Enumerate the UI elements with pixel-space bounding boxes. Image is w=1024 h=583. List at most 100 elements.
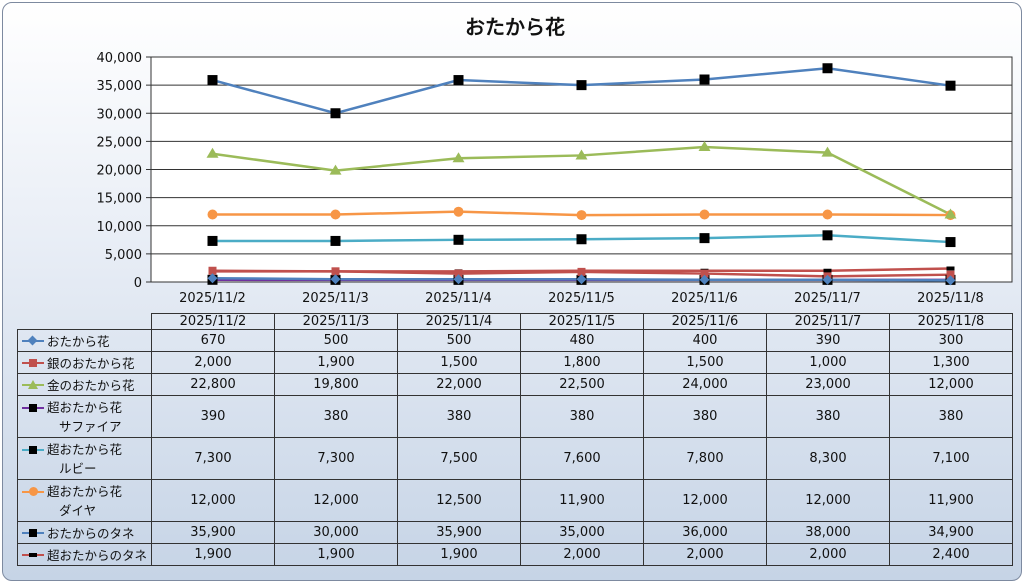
table-cell: 19,800 — [274, 373, 398, 396]
series-name-line: サファイア — [59, 418, 122, 434]
data-point — [330, 274, 341, 285]
table-cell: 11,900 — [889, 479, 1013, 522]
table-cell: 400 — [643, 329, 767, 352]
table-row: おたから花 670 500 500 480 400 390 300 — [17, 329, 1013, 352]
legend-key — [22, 357, 44, 369]
legend-key — [22, 549, 44, 561]
table-cell: 11,900 — [520, 479, 644, 522]
series-name-line: 超おたから花 — [47, 441, 123, 457]
series-name-line: ルビー — [59, 460, 97, 476]
table-cell: 24,000 — [643, 373, 767, 396]
y-tick-label: 10,000 — [97, 220, 143, 235]
table-cell: 7,800 — [643, 437, 767, 480]
data-point — [822, 274, 833, 285]
data-point — [207, 235, 218, 246]
series-name: おたから花 — [47, 334, 110, 349]
data-point — [946, 270, 955, 279]
data-point — [208, 266, 217, 275]
x-tick-label: 2025/11/7 — [794, 291, 861, 306]
table-cell: 1,800 — [520, 351, 644, 374]
data-point — [700, 269, 709, 278]
series-name: 銀のおたから花 — [47, 356, 135, 371]
table-cell: 380 — [520, 395, 644, 438]
data-point — [822, 63, 833, 74]
table-cell: 35,900 — [397, 521, 521, 544]
table-cell: 1,900 — [151, 543, 275, 566]
y-tick-label: 25,000 — [97, 135, 143, 150]
table-cell: 12,000 — [643, 479, 767, 522]
data-point — [821, 146, 834, 157]
table-cell: 23,000 — [766, 373, 890, 396]
legend-key — [22, 402, 44, 414]
table-cell: 12,000 — [766, 479, 890, 522]
table-cell: 1,500 — [643, 351, 767, 374]
data-point — [576, 274, 587, 285]
table-cell: 7,600 — [520, 437, 644, 480]
table-cell: 35,000 — [520, 521, 644, 544]
y-tick-label: 35,000 — [97, 79, 143, 94]
data-table: 2025/11/2 2025/11/3 2025/11/4 2025/11/5 2025… — [17, 313, 1013, 566]
data-point — [576, 234, 587, 245]
table-header-cell: 2025/11/7 — [766, 313, 890, 330]
series-label: 超おたから花ダイヤ — [17, 479, 152, 522]
data-point — [945, 80, 956, 91]
series-name-line: 超おたから花 — [47, 483, 123, 499]
x-tick-label: 2025/11/2 — [179, 291, 246, 306]
table-cell: 2,000 — [766, 543, 890, 566]
y-tick-label: 30,000 — [97, 107, 143, 122]
table-row: 超おたから花 サファイア 390 380 380 380 380 380 380 — [17, 395, 1013, 438]
data-point — [330, 235, 341, 246]
data-point — [452, 152, 465, 163]
data-point — [946, 266, 955, 271]
series-label: 超おたから花ルビー — [17, 437, 152, 480]
table-cell: 1,000 — [766, 351, 890, 374]
table-cell: 12,000 — [889, 373, 1013, 396]
table-cell: 1,900 — [274, 351, 398, 374]
table-row: 超おたから花 ダイヤ 12,000 12,000 12,500 11,900 12,000 1… — [17, 479, 1013, 522]
table-corner — [17, 313, 152, 330]
table-cell: 2,000 — [520, 543, 644, 566]
legend-key — [22, 486, 44, 498]
table-cell: 12,000 — [151, 479, 275, 522]
table-cell: 480 — [520, 329, 644, 352]
data-point — [699, 209, 710, 220]
table-cell: 300 — [889, 329, 1013, 352]
data-point — [453, 234, 464, 245]
table-cell: 500 — [397, 329, 521, 352]
table-cell: 1,500 — [397, 351, 521, 374]
y-tick-label: 20,000 — [97, 164, 143, 179]
chart-title: おたから花 — [465, 15, 565, 39]
table-header-cell: 2025/11/5 — [520, 313, 644, 330]
x-tick-label: 2025/11/4 — [425, 291, 492, 306]
table-cell: 22,800 — [151, 373, 275, 396]
table-cell: 390 — [766, 329, 890, 352]
x-tick-label: 2025/11/3 — [302, 291, 369, 306]
x-tick-label: 2025/11/5 — [548, 291, 615, 306]
table-cell: 8,300 — [766, 437, 890, 480]
y-tick-label: 40,000 — [97, 51, 143, 66]
legend-key — [22, 379, 44, 391]
legend-key — [22, 335, 44, 347]
data-point — [576, 210, 587, 221]
data-point — [945, 237, 956, 248]
data-point — [699, 233, 710, 244]
data-point — [454, 269, 463, 278]
legend-key — [22, 444, 44, 456]
table-cell: 35,900 — [151, 521, 275, 544]
table-cell: 1,300 — [889, 351, 1013, 374]
data-point — [575, 149, 588, 160]
table-cell: 2,000 — [151, 351, 275, 374]
series-name: おたからのタネ — [47, 526, 135, 541]
table-row: おたからのタネ 35,900 30,000 35,900 35,000 36,000 38,… — [17, 521, 1013, 544]
table-cell: 7,100 — [889, 437, 1013, 480]
series-label: 銀のおたから花 — [17, 351, 152, 374]
data-point — [207, 273, 218, 284]
data-point — [330, 108, 341, 119]
series-name-line: ダイヤ — [59, 502, 97, 518]
series-label: 金のおたから花 — [17, 373, 152, 396]
data-point — [822, 230, 833, 241]
data-point — [699, 274, 710, 285]
x-tick-label: 2025/11/6 — [671, 291, 738, 306]
table-cell: 1,900 — [274, 543, 398, 566]
y-tick-label: 0 — [134, 276, 142, 291]
